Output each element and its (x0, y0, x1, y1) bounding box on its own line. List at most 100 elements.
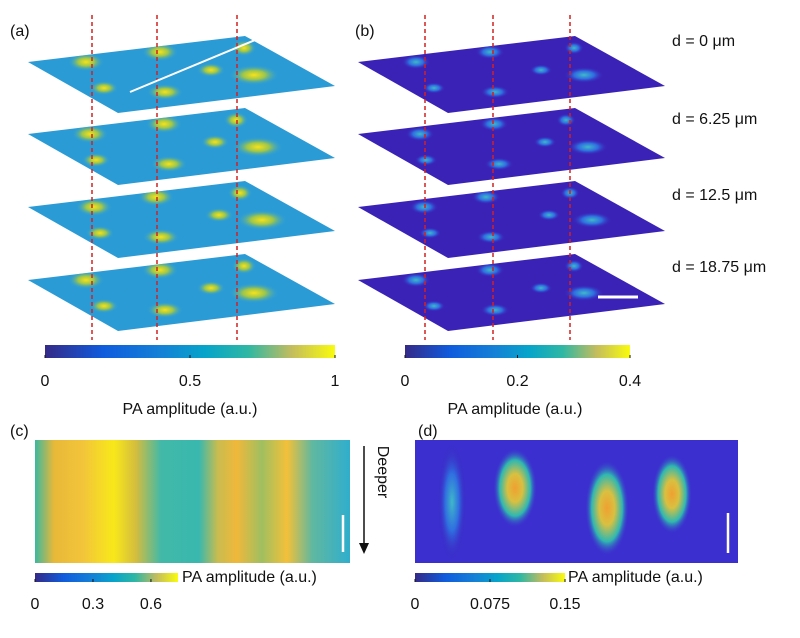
slice-blobs (72, 112, 283, 172)
colorbar (45, 345, 335, 358)
panel-label: (b) (355, 23, 375, 40)
blob (142, 261, 178, 279)
blob (556, 113, 576, 127)
blob (138, 188, 174, 206)
blob (197, 63, 225, 77)
depth-image (415, 440, 738, 563)
slice-blobs (401, 259, 604, 317)
profile-line (129, 39, 256, 93)
slice (28, 254, 335, 331)
blob (68, 271, 104, 289)
blob (422, 300, 446, 312)
colorbar (415, 573, 565, 582)
blob (146, 115, 182, 133)
slice-blobs (405, 113, 608, 171)
blob (90, 299, 118, 313)
blob (86, 226, 114, 240)
blob (405, 126, 435, 142)
slice-blobs (68, 258, 279, 318)
blob (147, 302, 183, 318)
depth-label: d = 0 μm (672, 33, 735, 50)
arrow-head (359, 543, 369, 554)
blob (233, 137, 283, 157)
depth-label: d = 12.5 μm (672, 187, 757, 204)
blob (142, 43, 178, 61)
blob (197, 281, 225, 295)
blob (564, 41, 584, 55)
colorbar-tick-label: 0 (411, 596, 420, 613)
blob (147, 84, 183, 100)
blob (72, 125, 108, 143)
blob (572, 212, 612, 228)
colorbar-label: PA amplitude (a.u.) (182, 569, 317, 586)
colorbar-tick-label: 0 (41, 373, 50, 390)
blob (484, 157, 514, 171)
blob (409, 199, 439, 215)
colorbar-tick-label: 1 (331, 373, 340, 390)
colorbar-label: PA amplitude (a.u.) (568, 569, 703, 586)
blob (414, 154, 438, 166)
blob (480, 303, 510, 317)
blob (471, 189, 501, 205)
blob (151, 156, 187, 172)
blob (418, 227, 442, 239)
blob (537, 209, 561, 221)
colorbar-label: PA amplitude (a.u.) (448, 401, 583, 418)
blob (564, 259, 584, 273)
slice (28, 36, 335, 113)
blob (229, 65, 279, 85)
blob (401, 54, 431, 70)
colorbar-tick-label: 0.4 (619, 373, 641, 390)
slice-blobs (401, 41, 604, 99)
slice-blobs (68, 40, 279, 100)
colorbar-tick-label: 0 (31, 596, 40, 613)
colorbar-tick-label: 0.5 (179, 373, 201, 390)
blob (229, 283, 279, 303)
blob (529, 64, 553, 76)
panel-label: (d) (418, 423, 438, 440)
slice (358, 108, 665, 185)
slice (28, 108, 335, 185)
panel-label: (c) (10, 423, 29, 440)
blob (90, 81, 118, 95)
blob (68, 53, 104, 71)
colorbar-tick-label: 0.6 (140, 596, 162, 613)
colorbar-tick-label: 0.075 (470, 596, 510, 613)
blob (401, 272, 431, 288)
blob (82, 153, 110, 167)
colorbar-tick-label: 0 (401, 373, 410, 390)
blob (143, 229, 179, 245)
blob (76, 198, 112, 216)
panel-label: (a) (10, 23, 30, 40)
blob (564, 285, 604, 301)
blob (232, 40, 256, 56)
blob (568, 139, 608, 155)
colorbar-tick-label: 0.15 (549, 596, 580, 613)
depth-label: d = 6.25 μm (672, 111, 757, 128)
blob (475, 44, 505, 60)
blob (422, 82, 446, 94)
slice (358, 181, 665, 258)
slice (358, 254, 665, 331)
colorbar (35, 573, 178, 582)
blob (228, 185, 252, 201)
blob (564, 67, 604, 83)
annotation: Deeper (374, 446, 391, 499)
slice-stacks (28, 15, 665, 340)
blob (529, 282, 553, 294)
blob (237, 210, 287, 230)
colorbar-label: PA amplitude (a.u.) (123, 401, 258, 418)
blob (475, 262, 505, 278)
blob (533, 136, 557, 148)
depth-image (35, 440, 350, 563)
blob (479, 116, 509, 132)
blob (201, 135, 229, 149)
slice-blobs (76, 185, 287, 245)
blob (224, 112, 248, 128)
blob (480, 85, 510, 99)
colorbar (405, 345, 630, 358)
blob (232, 258, 256, 274)
colorbar-tick-label: 0.2 (506, 373, 528, 390)
blob (476, 230, 506, 244)
